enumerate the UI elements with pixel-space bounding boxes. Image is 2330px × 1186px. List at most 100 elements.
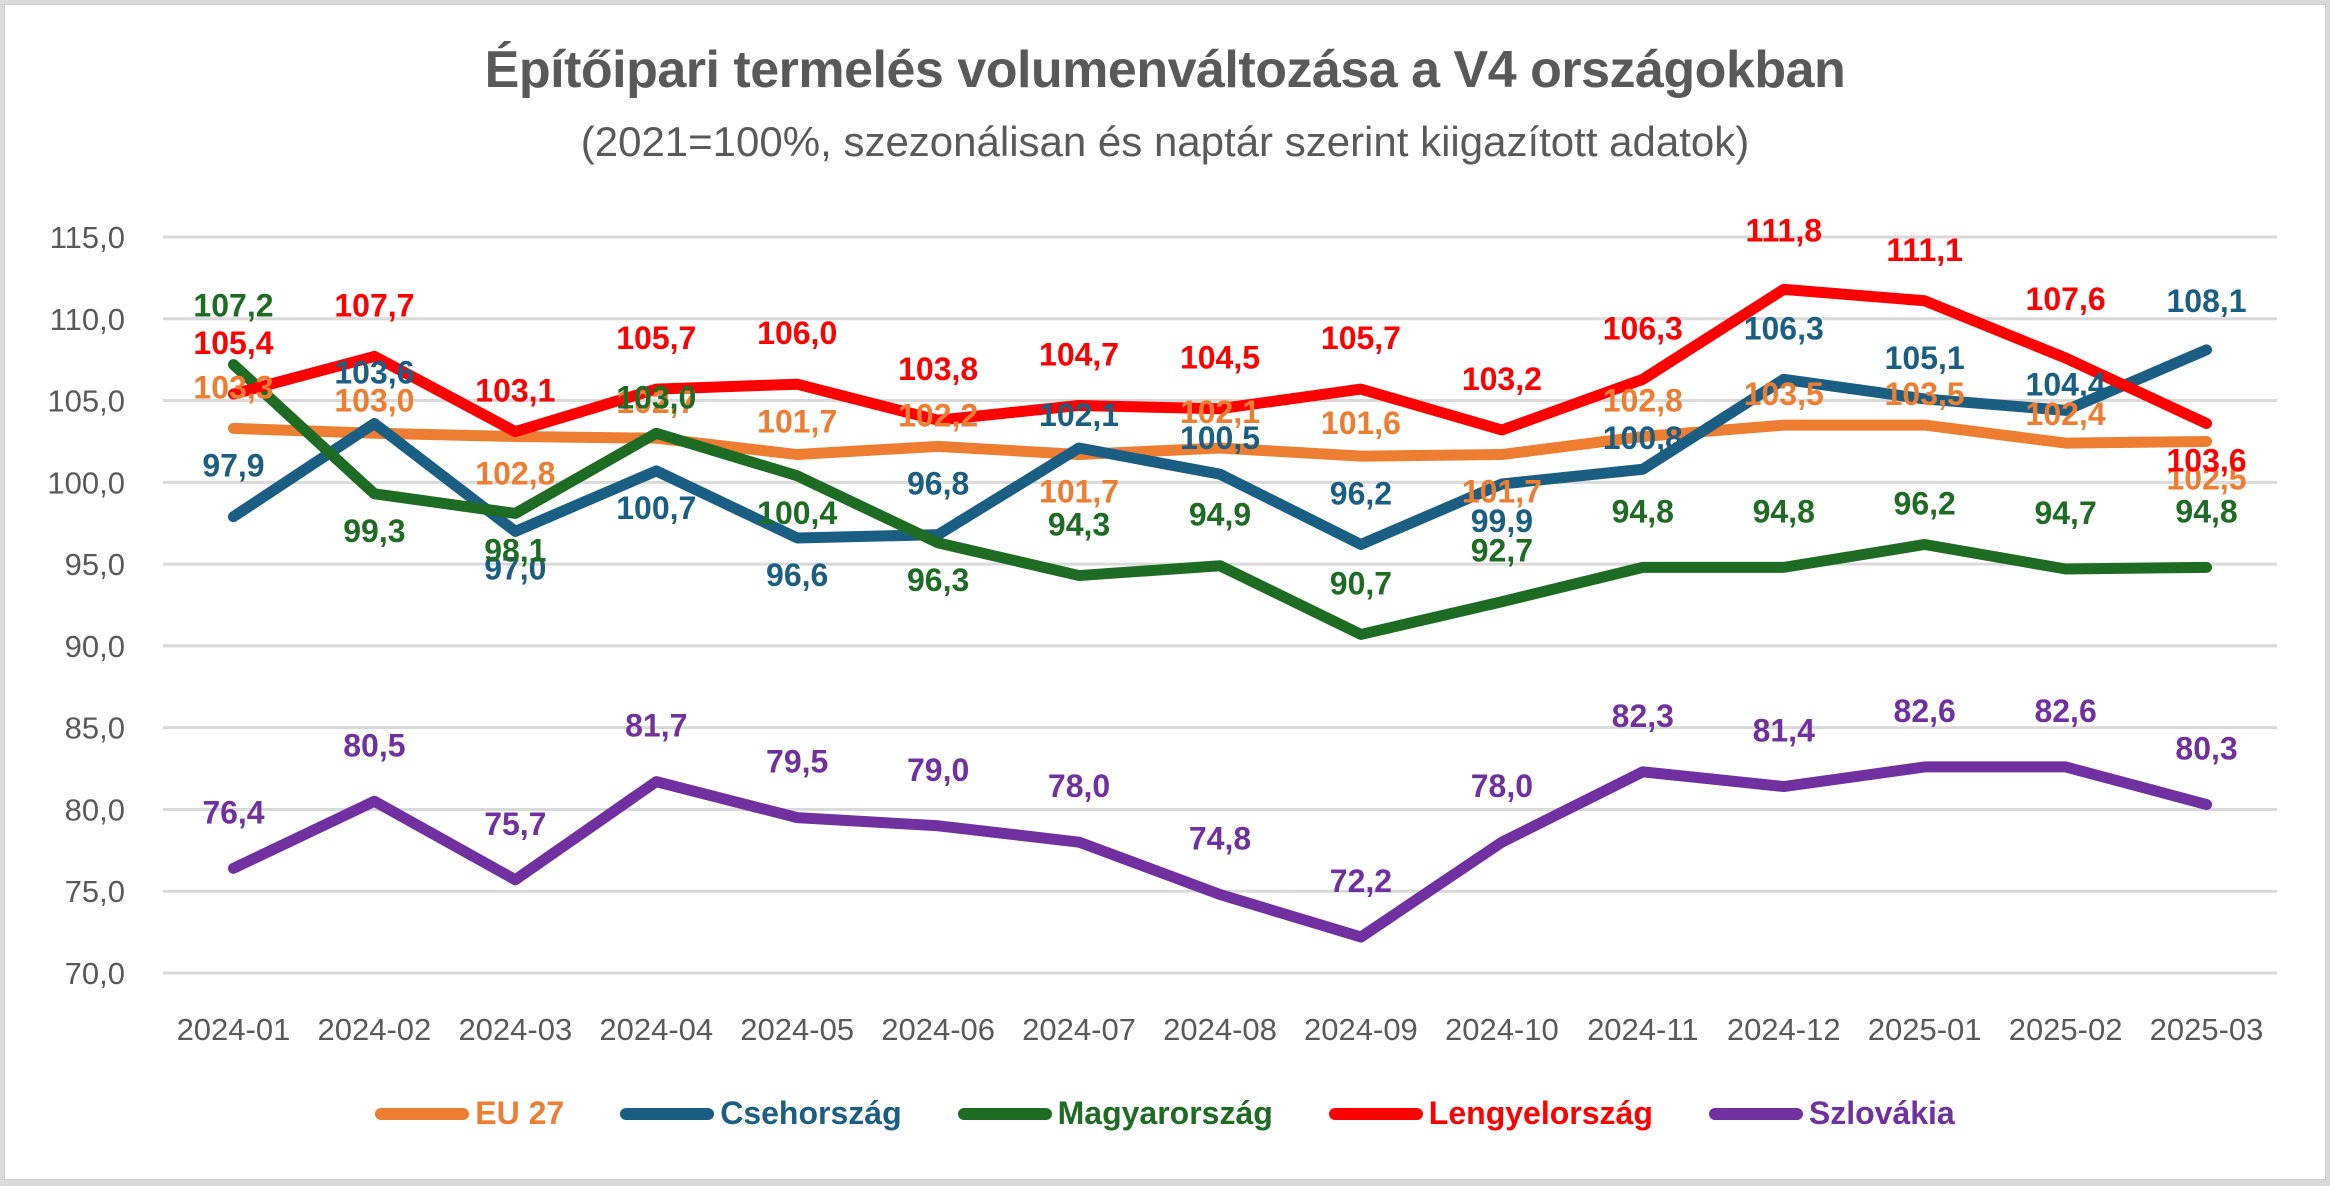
x-tick-label: 2024-03 [458,1012,572,1047]
x-tick-label: 2024-08 [1163,1012,1277,1047]
legend-label: Lengyelország [1428,1095,1653,1131]
legend-item[interactable]: Szlovákia [1708,1095,1955,1132]
data-label: 74,8 [1189,820,1251,856]
legend-swatch [957,1107,1052,1120]
data-label: 103,1 [475,373,555,409]
data-label: 92,7 [1471,533,1533,569]
data-label: 94,7 [2034,495,2096,531]
legend-label: Magyarország [1057,1095,1273,1131]
data-label: 103,5 [1744,376,1824,412]
data-label: 101,7 [1039,474,1119,510]
y-tick-label: 110,0 [50,302,125,337]
data-label: 108,1 [2166,283,2246,319]
y-tick-label: 80,0 [65,792,125,827]
data-label: 102,8 [475,456,555,492]
y-tick-label: 115,0 [50,220,125,255]
data-label: 72,2 [1330,863,1392,899]
data-label: 106,0 [757,315,837,351]
data-label: 96,8 [907,466,969,502]
data-label: 102,5 [2166,460,2246,496]
legend-swatch [375,1107,470,1120]
legend-item[interactable]: Lengyelország [1328,1095,1653,1132]
y-tick-label: 95,0 [65,547,125,582]
data-label: 79,5 [766,744,828,780]
data-label: 106,3 [1603,310,1683,346]
series-line-szlovákia [227,761,2213,943]
x-axis-ticks: 2024-01 2024-02 2024-03 2024-04 2024-05 2024-… [177,1012,2264,1047]
chart-title: Építőipari termelés volumenváltozása a V… [484,41,1846,99]
data-label: 103,5 [1885,376,1965,412]
data-label: 101,7 [1462,474,1542,510]
data-label: 107,7 [334,287,414,323]
data-label: 111,1 [1886,232,1963,268]
x-tick-label: 2024-04 [599,1012,713,1047]
data-label: 80,3 [2175,731,2237,767]
x-tick-label: 2024-11 [1587,1012,1698,1047]
x-tick-label: 2024-10 [1445,1012,1559,1047]
data-label: 90,7 [1330,565,1392,601]
legend-swatch [1708,1107,1803,1120]
data-label: 105,1 [1885,340,1965,376]
legend-swatch [620,1107,715,1120]
data-label: 79,0 [907,752,969,788]
data-label: 103,6 [2166,442,2246,478]
data-label: 104,5 [1180,340,1260,376]
data-label: 82,3 [1612,698,1674,734]
data-label: 100,5 [1180,420,1260,456]
data-label: 102,4 [2026,396,2106,432]
data-label: 94,8 [1753,493,1815,529]
data-label: 96,6 [766,557,828,593]
data-label: 103,0 [616,379,696,415]
data-label: 94,9 [1189,497,1251,533]
legend-item[interactable]: EU 27 [375,1095,564,1132]
legend-label: EU 27 [475,1095,565,1131]
data-label: 82,6 [1894,693,1956,729]
y-axis-ticks: 115,0 110,0 105,0 100,0 95,0 90,0 85,0 80,0 75,0… [47,220,125,991]
gridlines [163,235,2277,975]
data-label: 100,4 [757,495,837,531]
data-label: 96,2 [1894,485,1956,521]
data-label: 99,9 [1471,503,1533,539]
data-label: 107,2 [193,288,273,324]
data-label: 105,4 [193,325,273,361]
data-label: 98,1 [484,532,546,568]
data-label: 103,3 [193,369,273,405]
data-label: 96,3 [907,562,969,598]
x-tick-label: 2024-02 [318,1012,432,1047]
data-label: 103,6 [334,354,414,390]
x-tick-label: 2025-01 [1868,1012,1982,1047]
y-tick-label: 105,0 [47,384,125,419]
data-label: 81,7 [625,708,687,744]
x-tick-label: 2025-02 [2009,1012,2123,1047]
chart-subtitle: (2021=100%, szezonálisan és naptár szeri… [580,118,1750,165]
data-label: 102,2 [898,397,978,433]
data-label: 105,7 [1321,320,1401,356]
data-label: 78,0 [1471,768,1533,804]
series-lines [227,283,2213,943]
legend-item[interactable]: Csehország [620,1095,902,1132]
x-tick-label: 2024-09 [1304,1012,1418,1047]
data-label: 102,7 [616,384,696,420]
data-label: 94,8 [2175,493,2237,529]
y-tick-label: 75,0 [65,874,125,909]
data-label: 96,2 [1330,475,1392,511]
series-line-magyarország [227,359,2213,640]
legend-item[interactable]: Magyarország [957,1095,1273,1132]
data-label: 80,5 [343,727,405,763]
data-label: 101,6 [1321,405,1401,441]
x-tick-label: 2024-06 [881,1012,995,1047]
data-label: 107,6 [2026,281,2106,317]
y-tick-label: 85,0 [65,711,125,746]
data-label: 81,4 [1753,713,1815,749]
series-line-lengyelország [227,283,2213,438]
data-label: 103,0 [334,382,414,418]
series-line-csehország [227,344,2213,550]
data-label: 94,8 [1612,493,1674,529]
data-label: 94,3 [1048,507,1110,543]
data-label: 97,9 [202,448,264,484]
legend: EU 27 Csehország Magyarország Lengyelország… [0,1095,2330,1132]
data-label: 75,7 [484,806,546,842]
data-label: 105,7 [616,320,696,356]
y-tick-label: 90,0 [65,629,125,664]
y-tick-label: 70,0 [65,956,125,991]
